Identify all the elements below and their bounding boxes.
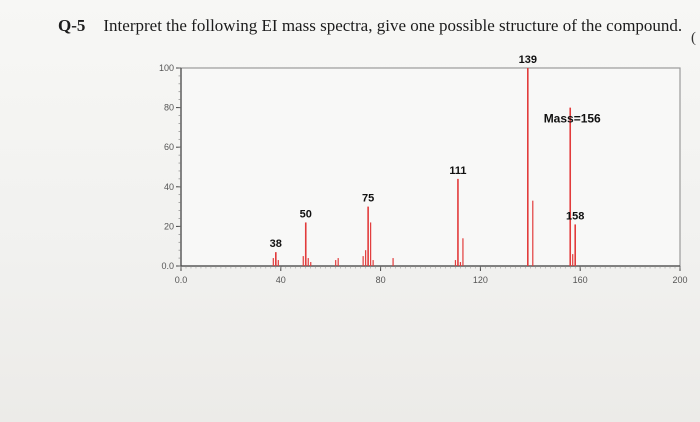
peak-label: 111 [449, 165, 466, 177]
peak-label: 158 [566, 210, 584, 222]
plot-frame [180, 67, 681, 267]
y-tick-label: 20 [164, 221, 174, 231]
x-tick-label: 200 [672, 275, 687, 285]
question-line: Q-5 Interpret the following EI mass spect… [58, 16, 682, 36]
molecular-mass-annotation: Mass=156 [544, 112, 601, 126]
y-tick-label: 40 [164, 182, 174, 192]
peak-label: 50 [300, 208, 312, 220]
y-tick-label: 0.0 [161, 261, 174, 271]
peak-label: 139 [519, 54, 537, 66]
chart-frame-layer [180, 67, 681, 267]
y-tick-label: 100 [159, 63, 174, 73]
x-tick-label: 160 [573, 275, 588, 285]
y-tick-label: 80 [164, 103, 174, 113]
x-tick-label: 0.0 [175, 275, 188, 285]
y-tick-label: 60 [164, 142, 174, 152]
peak-label: 38 [270, 238, 282, 250]
x-tick-label: 40 [276, 275, 286, 285]
question-text: Interpret the following EI mass spectra,… [103, 16, 683, 35]
peaks-layer [272, 68, 577, 266]
x-tick-label: 80 [376, 275, 386, 285]
question-number: Q-5 [58, 16, 86, 35]
x-tick-label: 120 [473, 275, 488, 285]
cut-off-text: ( [691, 30, 696, 46]
peak-labels-layer: 38 50 75 111 139 158 Mass=156 [270, 54, 601, 250]
axis-ticks-layer: 0.0 20 40 60 80 100 0.0 40 80 120 160 200 [159, 63, 688, 285]
peak-label: 75 [362, 193, 374, 205]
